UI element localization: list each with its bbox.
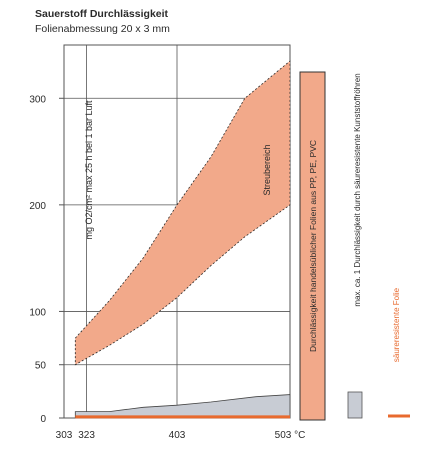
folien-box-label: Durchlässigkeit handelsüblicher Folien a… xyxy=(308,140,318,352)
y-tick-label: 50 xyxy=(35,361,47,372)
y-annotation: mg O2/cm² max 25 h bei 1 bar Luft xyxy=(84,100,94,240)
x-tick-label: 323 xyxy=(78,430,95,441)
y-tick-label: 100 xyxy=(29,307,46,318)
chart-subtitle: Folienabmessung 20 x 3 mm xyxy=(35,23,170,35)
x-tick-label: 503 °C xyxy=(275,430,306,441)
band-label: Streubereich xyxy=(262,144,272,195)
folien-box xyxy=(299,71,326,421)
side-legend: Durchlässigkeit handelsüblicher Folien a… xyxy=(299,71,410,421)
data-layer: mg O2/cm² max 25 h bei 1 bar Luft Streube… xyxy=(74,60,291,419)
streubereich-band xyxy=(74,60,291,366)
y-tick-label: 0 xyxy=(40,414,46,425)
x-tick-label: 403 xyxy=(169,430,186,441)
grey-area xyxy=(74,394,291,419)
legend-grey-swatch xyxy=(347,391,363,419)
y-tick-label: 300 xyxy=(29,94,46,105)
chart-title: Sauerstoff Durchlässigkeit xyxy=(35,8,169,20)
axes: 0 50 100 200 300 303 323 403 503 °C xyxy=(29,94,305,441)
legend-orange-text: säureresistente Folie xyxy=(392,287,401,362)
y-tick-label: 200 xyxy=(29,201,46,212)
x-tick-label: 303 xyxy=(56,430,73,441)
legend-grey-text: max. ca. 1 Durchlässigkeit durch säurere… xyxy=(353,73,362,306)
